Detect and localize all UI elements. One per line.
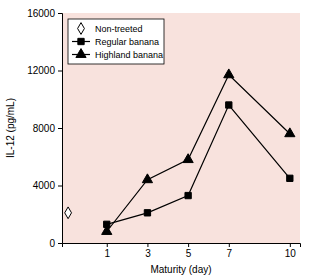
marker [144,210,150,216]
tick-mark [58,186,62,187]
tick-label: 5 [186,248,192,259]
tick-label: 16000 [27,8,55,19]
tick-label: 7 [227,248,233,259]
y-axis-title: IL-12 (pg/mL) [5,98,16,158]
tick: 0 [49,238,62,249]
plot: 1 3 5 7 10 0 4000 8000 12000 16000 Non-treeted Regu… [27,8,300,259]
tick: 12000 [27,65,62,76]
tick-mark [58,13,62,14]
tick: 8000 [33,123,62,134]
chart: 1 3 5 7 10 0 4000 8000 12000 16000 Non-treeted Regu… [0,0,310,279]
x-axis: 1 3 5 7 10 [63,243,301,259]
legend-symbol [78,23,85,35]
legend-symbol [78,38,84,44]
tick-mark [147,243,148,247]
tick: 5 [186,243,192,259]
tick: 4000 [33,180,62,191]
marker [224,69,234,78]
tick: 3 [145,243,151,259]
legend-box [68,19,164,64]
tick: 1 [104,243,110,259]
series-line [107,75,290,232]
axis-line [58,14,63,244]
tick-label: 8000 [33,123,56,134]
tick-label: 4000 [33,180,56,191]
tick: 10 [285,243,297,259]
tick-label: 0 [49,238,55,249]
tick-label: 12000 [27,65,55,76]
y-axis: 0 4000 8000 12000 16000 [27,8,62,249]
x-axis-title: Maturity (day) [150,264,211,275]
marker [285,128,295,137]
marker [142,174,152,183]
tick-mark [58,128,62,129]
legend-label: Non-treeted [95,24,143,34]
marker [183,154,193,163]
tick-mark [229,243,230,247]
marker [102,226,112,235]
marker [287,175,293,181]
plot-background [62,13,300,243]
axis-line [63,244,301,248]
marker [185,192,191,198]
tick-mark [107,243,108,247]
legend-symbol [76,49,86,58]
legend: Non-treeted Regular banana Highland banana [68,19,164,64]
tick-mark [58,243,62,244]
marks [65,69,295,235]
tick-label: 3 [145,248,151,259]
tick: 16000 [27,8,62,19]
marker [226,102,232,108]
legend-label: Regular banana [95,37,159,47]
series-line [107,105,290,224]
tick-label: 1 [104,248,110,259]
tick-mark [290,243,291,247]
marker [65,207,72,219]
tick: 7 [227,243,233,259]
tick-mark [58,71,62,72]
tick-mark [188,243,189,247]
tick-label: 10 [285,248,297,259]
legend-label: Highland banana [95,50,163,60]
